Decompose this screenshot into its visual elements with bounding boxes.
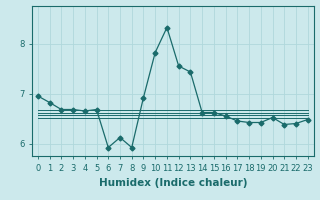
X-axis label: Humidex (Indice chaleur): Humidex (Indice chaleur) [99, 178, 247, 188]
